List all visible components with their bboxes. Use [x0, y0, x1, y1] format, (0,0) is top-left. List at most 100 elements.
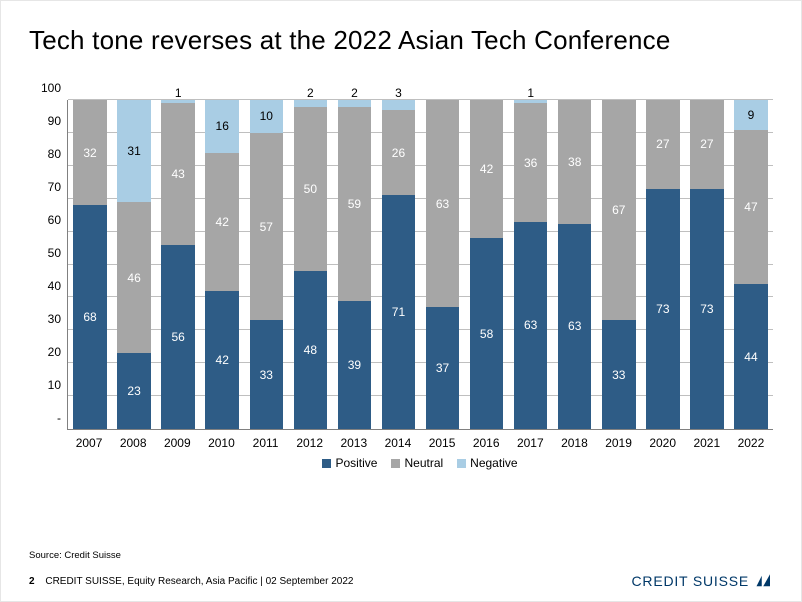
bar-segment-negative: 16: [205, 100, 238, 153]
bar: 234631: [117, 100, 150, 429]
y-tick: 70: [29, 181, 67, 193]
bar-segment-label: 63: [524, 318, 537, 332]
bar-segment-neutral: 36: [514, 103, 547, 221]
y-tick: 90: [29, 115, 67, 127]
bar-slot: 16336: [509, 100, 553, 429]
bar-segment-positive: 68: [73, 205, 106, 429]
bar-slot: 234631: [112, 100, 156, 429]
x-tick: 2019: [597, 436, 641, 450]
bar-segment-neutral: 57: [250, 133, 283, 321]
bar-segment-label: 63: [568, 319, 581, 333]
bar-segment-label: 10: [260, 109, 273, 123]
y-tick: 40: [29, 280, 67, 292]
bar-segment-neutral: 46: [117, 202, 150, 353]
bar-top-label: 2: [332, 86, 376, 100]
legend-label: Positive: [335, 456, 377, 470]
bar: 63 38: [558, 100, 591, 429]
bar-segment-negative: 9: [734, 100, 767, 130]
legend-swatch: [322, 459, 331, 468]
sails-icon: [755, 574, 773, 588]
x-tick: 2022: [729, 436, 773, 450]
x-tick: 2012: [288, 436, 332, 450]
bar-segment-neutral: 63: [426, 100, 459, 307]
bar-segment-neutral: 42: [470, 100, 503, 238]
bar-segment-label: 39: [348, 358, 361, 372]
x-tick: 2009: [155, 436, 199, 450]
x-tick: 2018: [552, 436, 596, 450]
bar: 7327: [690, 100, 723, 429]
bar: 424216: [205, 100, 238, 429]
bar: 33 67: [602, 100, 635, 429]
bar: 39 59: [338, 100, 371, 429]
brand-logo-text: CREDIT SUISSE: [632, 573, 750, 589]
footer: 2 CREDIT SUISSE, Equity Research, Asia P…: [29, 567, 773, 589]
bar-slot: 3763: [421, 100, 465, 429]
legend-label: Negative: [470, 456, 517, 470]
bar: 73 27: [646, 100, 679, 429]
bar-segment-neutral: 27: [646, 100, 679, 189]
y-tick: 60: [29, 214, 67, 226]
bar-segment-neutral: 38: [558, 100, 591, 224]
x-tick: 2016: [464, 436, 508, 450]
legend-item: Negative: [457, 456, 517, 470]
bar-segment-label: 36: [524, 156, 537, 170]
bar-segment-label: 56: [171, 330, 184, 344]
legend-swatch: [457, 459, 466, 468]
x-tick: 2008: [111, 436, 155, 450]
bar-segment-label: 67: [612, 203, 625, 217]
bar-segment-positive: 73: [646, 189, 679, 429]
bar-segment-label: 33: [260, 368, 273, 382]
bar-segment-label: 9: [748, 108, 755, 122]
bar-slot: 5842: [465, 100, 509, 429]
bar-segment-neutral: 47: [734, 130, 767, 285]
x-tick: 2007: [67, 436, 111, 450]
bar-segment-positive: 71: [382, 195, 415, 429]
x-axis: 2007200820092010201120122013201420152016…: [67, 436, 773, 450]
bar-segment-neutral: 42: [205, 153, 238, 291]
bar-slot: 7327: [685, 100, 729, 429]
bar-segment-positive: 42: [205, 291, 238, 429]
x-tick: 2015: [420, 436, 464, 450]
y-tick: 10: [29, 379, 67, 391]
y-tick: -: [29, 412, 67, 424]
bar-slot: 424216: [200, 100, 244, 429]
y-tick: 20: [29, 346, 67, 358]
bar-segment-positive: 39: [338, 301, 371, 429]
bar-segment-label: 27: [700, 137, 713, 151]
bar-segment-label: 33: [612, 368, 625, 382]
bar-segment-neutral: 43: [161, 103, 194, 244]
bar-top-label: 1: [509, 86, 553, 100]
bar-segment-negative: [294, 100, 327, 107]
bar-segment-label: 27: [656, 137, 669, 151]
bar-top-label: 1: [156, 86, 200, 100]
bar: 44479: [734, 100, 767, 429]
bar: 7126: [382, 100, 415, 429]
bar-slot: 15643: [156, 100, 200, 429]
bar-segment-label: 59: [348, 197, 361, 211]
bar-segment-negative: [338, 100, 371, 107]
bar-slot: 73 27: [641, 100, 685, 429]
bar: 56 43: [161, 100, 194, 429]
page-title: Tech tone reverses at the 2022 Asian Tec…: [29, 25, 773, 56]
legend-swatch: [391, 459, 400, 468]
bar-segment-negative: 10: [250, 100, 283, 133]
bar-segment-positive: 23: [117, 353, 150, 429]
legend-item: Neutral: [391, 456, 443, 470]
x-tick: 2017: [508, 436, 552, 450]
footer-text: 2 CREDIT SUISSE, Equity Research, Asia P…: [29, 576, 353, 587]
bar-segment-label: 48: [304, 343, 317, 357]
bar-segment-neutral: 26: [382, 110, 415, 196]
page-number: 2: [29, 576, 35, 587]
bar-segment-neutral: 32: [73, 100, 106, 205]
page: Tech tone reverses at the 2022 Asian Tec…: [0, 0, 802, 602]
y-tick: 100: [29, 82, 67, 94]
bar: 6832: [73, 100, 106, 429]
bar-segment-positive: 63: [514, 222, 547, 429]
bar-slot: 33 67: [597, 100, 641, 429]
y-tick: 50: [29, 247, 67, 259]
bar-segment-label: 42: [216, 353, 229, 367]
bar-segment-label: 38: [568, 155, 581, 169]
bar-segment-neutral: 50: [294, 107, 327, 272]
y-axis: -102030405060708090100: [29, 100, 67, 430]
legend: Positive Neutral Negative: [67, 456, 773, 470]
